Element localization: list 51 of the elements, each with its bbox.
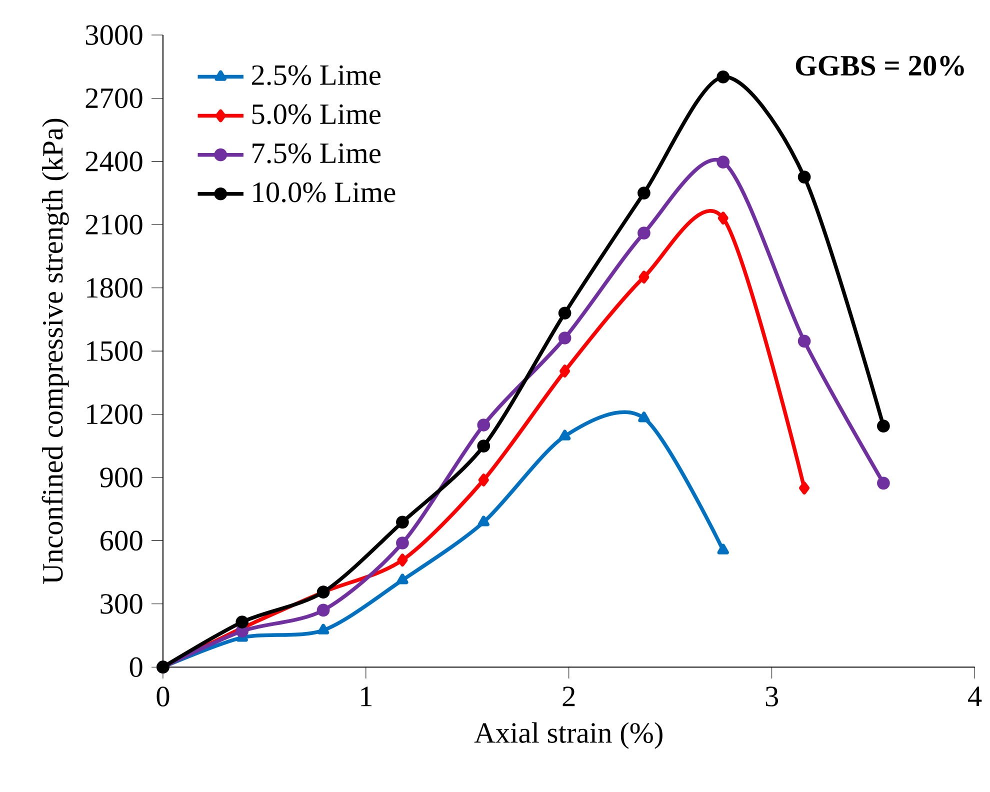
point [397, 554, 408, 566]
legend-label: 10.0% Lime [253, 182, 396, 202]
point [317, 624, 330, 634]
point [638, 412, 650, 422]
y-tick-label: 1800 [87, 278, 142, 298]
point [638, 186, 650, 200]
point [477, 440, 490, 453]
point [559, 430, 571, 440]
y-axis-title: Unconfined compressive strength (kPa) [42, 118, 69, 584]
x-tick-label: 2 [562, 686, 575, 706]
x-tick-label: 4 [968, 686, 982, 706]
point [558, 332, 572, 344]
y-tick-label: 300 [100, 594, 142, 614]
x-tick-label: 0 [156, 686, 170, 707]
y-tick-label: 600 [100, 530, 142, 551]
point [716, 70, 730, 84]
point [718, 212, 728, 225]
y-tick-label: 900 [100, 468, 142, 488]
legend-label: 2.5% Lime [252, 65, 380, 86]
point [477, 418, 490, 432]
point [638, 226, 650, 240]
y-tick-label: 2400 [86, 152, 142, 172]
point [558, 306, 572, 320]
y-tick-label: 3000 [86, 25, 142, 45]
x-tick-label: 3 [766, 686, 778, 706]
point [798, 334, 811, 348]
y-tick-label: 2100 [86, 214, 142, 235]
point [478, 516, 490, 526]
point [396, 574, 408, 584]
x-tick-label: 1 [361, 686, 372, 706]
point [236, 616, 249, 628]
point [716, 156, 730, 168]
legend-label: 7.5% Lime [252, 143, 380, 164]
legend-label: 5.0% Lime [252, 104, 380, 124]
y-tick-label: 2700 [86, 88, 142, 108]
y-tick-label: 1500 [87, 341, 142, 362]
point [877, 476, 890, 490]
point [877, 420, 890, 432]
y-tick-label: 0 [130, 657, 142, 678]
point [396, 536, 409, 550]
y-tick-label: 1200 [87, 404, 142, 424]
point [560, 364, 570, 378]
point [717, 544, 729, 554]
point [638, 270, 650, 284]
point [396, 516, 409, 529]
point [478, 474, 489, 486]
point [798, 170, 811, 184]
point [799, 482, 810, 494]
annotation: GGBS = 20% [796, 56, 964, 76]
point [316, 604, 330, 617]
x-axis-title: Axial strain (%) [474, 722, 662, 749]
